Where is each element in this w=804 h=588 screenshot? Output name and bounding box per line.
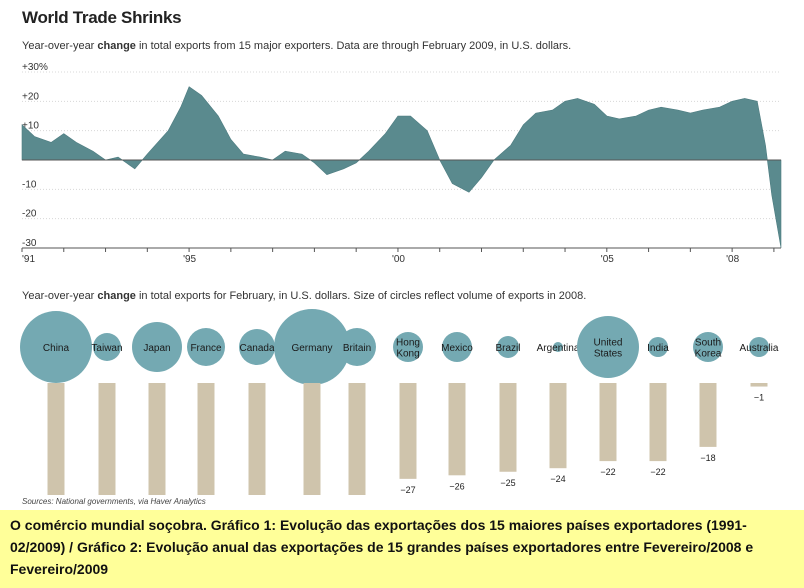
export-change-bar [304,383,321,495]
country-label: Hong Kong [396,338,420,360]
export-change-bar [198,383,215,495]
subtitle1-post: in total exports from 15 major exporters… [136,40,571,52]
export-change-bar [48,383,65,495]
country-label: France [190,343,222,354]
subtitle1-bold: change [97,40,136,52]
export-change-bar [500,383,517,472]
y-tick-label: -10 [22,179,37,190]
x-tick-label: '95 [183,254,196,265]
export-change-bar [449,383,466,475]
x-tick-label: '05 [601,254,614,265]
bar-chart-subtitle: Year-over-year change in total exports f… [22,290,586,302]
y-tick-label: -20 [22,209,37,220]
country-label: Canada [239,343,274,354]
country-label: Argentina [537,343,580,354]
area-chart-subtitle: Year-over-year change in total exports f… [22,40,571,52]
bar-value-label: −22 [650,467,665,477]
y-tick-label: -30 [22,238,37,249]
export-change-bar [349,383,366,495]
country-label: China [43,343,70,354]
caption-box: O comércio mundial soçobra. Gráfico 1: E… [0,510,804,588]
bar-value-label: −24 [550,474,565,484]
export-change-bar [650,383,667,461]
export-change-bar [400,383,417,479]
y-tick-label: +30% [22,62,48,73]
country-bar-chart: China−41%Taiwan−41Japan−38France−33Canad… [0,305,804,495]
export-change-bar [751,383,768,387]
x-tick-label: '91 [22,254,35,265]
country-label: Mexico [441,343,473,354]
export-change-area [22,87,781,248]
export-change-bar [700,383,717,447]
country-label: Australia [740,343,779,354]
y-tick-label: +20 [22,91,39,102]
export-change-bar [99,383,116,495]
country-label: Taiwan [91,343,122,354]
source-note: Sources: National governments, via Haver… [22,497,206,506]
country-label: Brazil [495,343,520,354]
x-tick-label: '08 [726,254,739,265]
country-label: South Korea [695,338,722,360]
export-change-bar [600,383,617,461]
subtitle1-pre: Year-over-year [22,40,97,52]
country-label: India [647,343,669,354]
subtitle2-post: in total exports for February, in U.S. d… [136,290,586,302]
bar-value-label: −26 [449,481,464,491]
country-label: Germany [291,343,332,354]
country-label: United States [594,338,623,360]
bar-value-label: −18 [700,453,715,463]
export-change-bar [550,383,567,468]
country-label: Britain [343,343,371,354]
bar-value-label: −1 [754,393,764,403]
caption-text: O comércio mundial soçobra. Gráfico 1: E… [10,517,753,577]
country-label: Japan [143,343,170,354]
x-tick-label: '00 [392,254,405,265]
export-change-bar [149,383,166,495]
export-change-bar [249,383,266,495]
area-chart: +30%+20+10-10-20-30'91'95'00'05'08 [0,60,804,270]
bar-value-label: −27 [400,485,415,495]
bar-value-label: −25 [500,478,515,488]
subtitle2-bold: change [97,290,136,302]
bar-value-label: −22 [600,467,615,477]
subtitle2-pre: Year-over-year [22,290,97,302]
chart-title: World Trade Shrinks [22,8,181,28]
